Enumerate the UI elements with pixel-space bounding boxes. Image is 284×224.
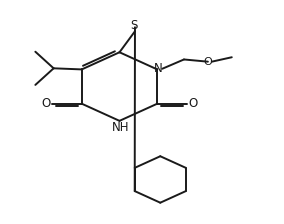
Text: O: O — [41, 97, 51, 110]
Text: NH: NH — [112, 121, 129, 134]
Text: S: S — [130, 19, 138, 32]
Text: O: O — [188, 97, 198, 110]
Text: O: O — [204, 57, 212, 67]
Text: N: N — [154, 62, 163, 75]
